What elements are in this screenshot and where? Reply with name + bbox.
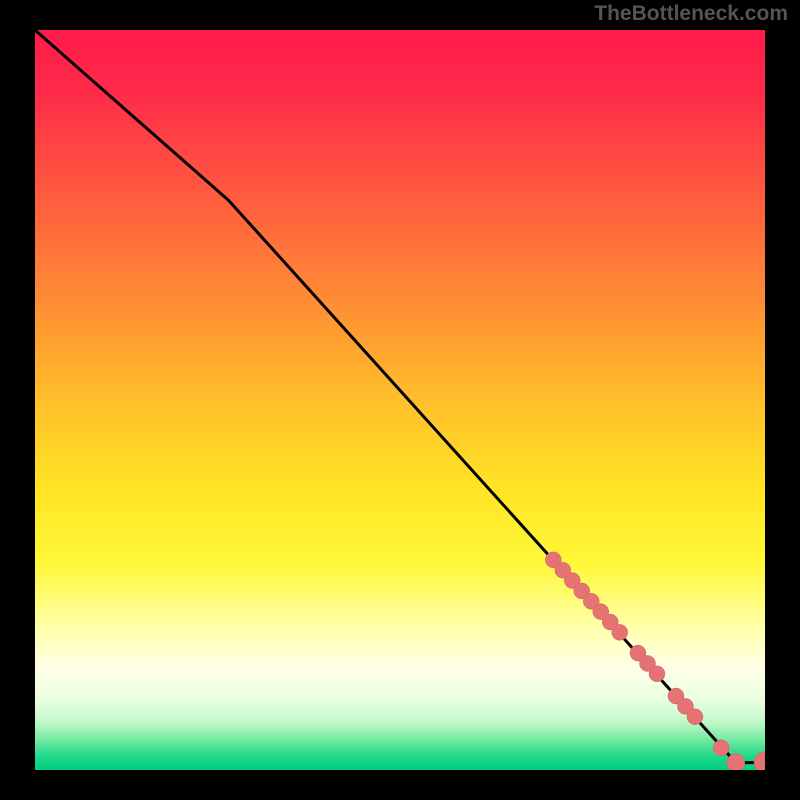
plot-area (35, 30, 765, 770)
watermark-text: TheBottleneck.com (594, 2, 788, 26)
chart-container: TheBottleneck.com (0, 0, 800, 800)
data-marker (713, 740, 729, 756)
data-marker (687, 709, 703, 725)
chart-svg (35, 30, 765, 770)
data-marker (754, 752, 765, 770)
data-marker (727, 754, 745, 770)
data-marker (649, 666, 665, 682)
data-marker (612, 624, 628, 640)
trend-line (35, 30, 765, 763)
